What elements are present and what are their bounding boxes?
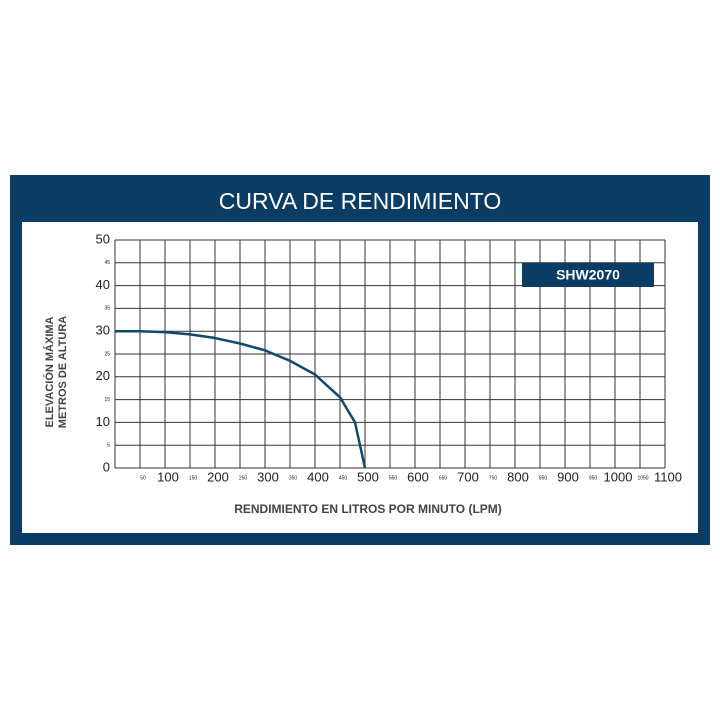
- x-tick-label: 250: [239, 475, 248, 481]
- y-tick-label: 40: [96, 277, 110, 292]
- y-tick-label: 15: [104, 397, 110, 403]
- x-tick-label: 150: [189, 475, 198, 481]
- y-axis-label: ELEVACIÓN MÁXIMA: [43, 316, 56, 427]
- y-tick-label: 30: [96, 323, 110, 338]
- x-tick-label: 450: [339, 475, 348, 481]
- y-axis-label: METROS DE ALTURA: [57, 316, 69, 428]
- x-tick-label: 1050: [637, 475, 648, 481]
- x-tick-label: 550: [389, 475, 398, 481]
- x-tick-label: 200: [207, 469, 229, 484]
- y-tick-label: 5: [107, 443, 110, 449]
- x-tick-label: 850: [539, 475, 548, 481]
- y-tick-label: 50: [96, 231, 110, 246]
- x-tick-label: 600: [407, 469, 429, 484]
- x-tick-label: 350: [289, 475, 298, 481]
- y-tick-label: 35: [104, 306, 110, 312]
- x-tick-label: 300: [257, 469, 279, 484]
- x-tick-label: 500: [357, 469, 379, 484]
- x-tick-label: 100: [157, 469, 179, 484]
- x-tick-label: 750: [489, 475, 498, 481]
- x-tick-label: 1000: [604, 469, 633, 484]
- x-tick-label: 800: [507, 469, 529, 484]
- legend-label: SHW2070: [556, 267, 620, 283]
- y-tick-label: 45: [104, 260, 110, 266]
- curve: [115, 329, 367, 469]
- y-tick-label: 0: [103, 459, 110, 474]
- x-tick-label: 650: [439, 475, 448, 481]
- y-tick-label: 20: [96, 368, 110, 383]
- chart-title: CURVA DE RENDIMIENTO: [219, 188, 501, 214]
- x-tick-label: 950: [589, 475, 598, 481]
- x-tick-label: 1100: [654, 469, 682, 484]
- x-tick-label: 700: [457, 469, 479, 484]
- x-axis-label: RENDIMIENTO EN LITROS POR MINUTO (LPM): [234, 502, 502, 516]
- legend-box: [522, 263, 654, 287]
- y-tick-label: 10: [96, 414, 110, 429]
- y-tick-label: 25: [104, 351, 110, 357]
- x-tick-label: 50: [140, 475, 146, 481]
- x-tick-label: 900: [557, 469, 579, 484]
- x-tick-label: 400: [307, 469, 329, 484]
